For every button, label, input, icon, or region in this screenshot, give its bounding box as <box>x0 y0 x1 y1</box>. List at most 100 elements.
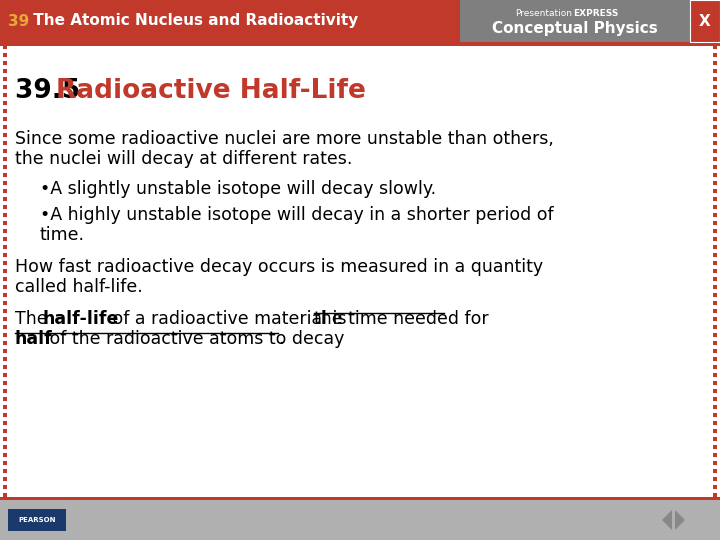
Text: X: X <box>699 14 711 29</box>
Bar <box>713 53 717 57</box>
Bar <box>3 261 7 265</box>
Bar <box>713 189 717 193</box>
Bar <box>3 253 7 257</box>
Bar <box>713 69 717 73</box>
Bar <box>713 173 717 177</box>
Bar <box>713 469 717 473</box>
Bar <box>3 197 7 201</box>
Bar <box>713 429 717 433</box>
Bar <box>3 189 7 193</box>
Bar <box>3 149 7 153</box>
Bar <box>3 237 7 241</box>
Bar <box>3 165 7 169</box>
Bar <box>713 397 717 401</box>
Bar <box>713 485 717 489</box>
Text: Presentation: Presentation <box>515 9 572 17</box>
Bar <box>713 389 717 393</box>
Bar <box>713 357 717 361</box>
Bar <box>713 421 717 425</box>
Bar <box>713 293 717 297</box>
Text: EXPRESS: EXPRESS <box>573 9 618 17</box>
Text: How fast radioactive decay occurs is measured in a quantity: How fast radioactive decay occurs is mea… <box>15 258 543 276</box>
Bar <box>713 85 717 89</box>
Bar <box>3 141 7 145</box>
Text: of the radioactive atoms to decay: of the radioactive atoms to decay <box>44 330 344 348</box>
Bar <box>3 69 7 73</box>
Bar <box>713 245 717 249</box>
Bar <box>713 109 717 113</box>
Bar <box>713 237 717 241</box>
Bar <box>3 269 7 273</box>
Text: time.: time. <box>40 226 85 244</box>
Bar <box>3 469 7 473</box>
Bar <box>713 229 717 233</box>
Text: .: . <box>278 330 283 348</box>
Text: the nuclei will decay at different rates.: the nuclei will decay at different rates… <box>15 150 352 168</box>
Bar <box>3 205 7 209</box>
Bar <box>713 349 717 353</box>
Bar <box>3 477 7 481</box>
Bar <box>3 117 7 121</box>
Bar <box>713 445 717 449</box>
Bar <box>3 429 7 433</box>
Bar <box>3 357 7 361</box>
Bar <box>713 133 717 137</box>
Bar <box>3 405 7 409</box>
Text: of a radioactive material is: of a radioactive material is <box>107 310 353 328</box>
Bar <box>713 46 717 49</box>
Text: Radioactive Half-Life: Radioactive Half-Life <box>56 78 366 104</box>
Bar <box>3 213 7 217</box>
Bar <box>3 389 7 393</box>
Bar <box>3 317 7 321</box>
Bar <box>713 101 717 105</box>
Bar <box>3 333 7 337</box>
Bar <box>713 125 717 129</box>
Bar <box>713 477 717 481</box>
Bar <box>713 261 717 265</box>
Bar <box>3 437 7 441</box>
Bar <box>3 309 7 313</box>
Bar <box>713 325 717 329</box>
Bar <box>713 493 717 497</box>
Bar <box>3 85 7 89</box>
Bar <box>3 365 7 369</box>
Polygon shape <box>662 510 672 530</box>
Bar <box>3 245 7 249</box>
Bar <box>3 157 7 161</box>
Bar <box>713 453 717 457</box>
Bar <box>3 413 7 417</box>
Bar <box>3 93 7 97</box>
Bar <box>3 421 7 425</box>
Bar <box>0 497 720 500</box>
Bar <box>3 485 7 489</box>
Bar <box>713 253 717 257</box>
Bar <box>713 381 717 385</box>
Bar <box>713 365 717 369</box>
Bar <box>713 437 717 441</box>
Bar <box>3 277 7 281</box>
Text: The: The <box>15 310 53 328</box>
Bar <box>713 93 717 97</box>
Bar <box>713 61 717 65</box>
Bar <box>0 42 720 46</box>
Bar <box>3 285 7 289</box>
Bar <box>3 133 7 137</box>
Bar <box>713 141 717 145</box>
Bar <box>8 509 66 531</box>
Bar <box>3 181 7 185</box>
Bar <box>713 269 717 273</box>
Bar <box>713 317 717 321</box>
Text: half-life: half-life <box>42 310 119 328</box>
Bar <box>713 373 717 377</box>
Polygon shape <box>675 510 685 530</box>
Text: the time needed for: the time needed for <box>314 310 488 328</box>
Bar <box>3 229 7 233</box>
Bar <box>713 197 717 201</box>
Bar <box>3 109 7 113</box>
Text: Conceptual Physics: Conceptual Physics <box>492 21 658 36</box>
Bar <box>713 77 717 81</box>
Bar <box>3 101 7 105</box>
Bar <box>3 381 7 385</box>
Text: The Atomic Nucleus and Radioactivity: The Atomic Nucleus and Radioactivity <box>28 14 359 29</box>
Bar <box>3 397 7 401</box>
